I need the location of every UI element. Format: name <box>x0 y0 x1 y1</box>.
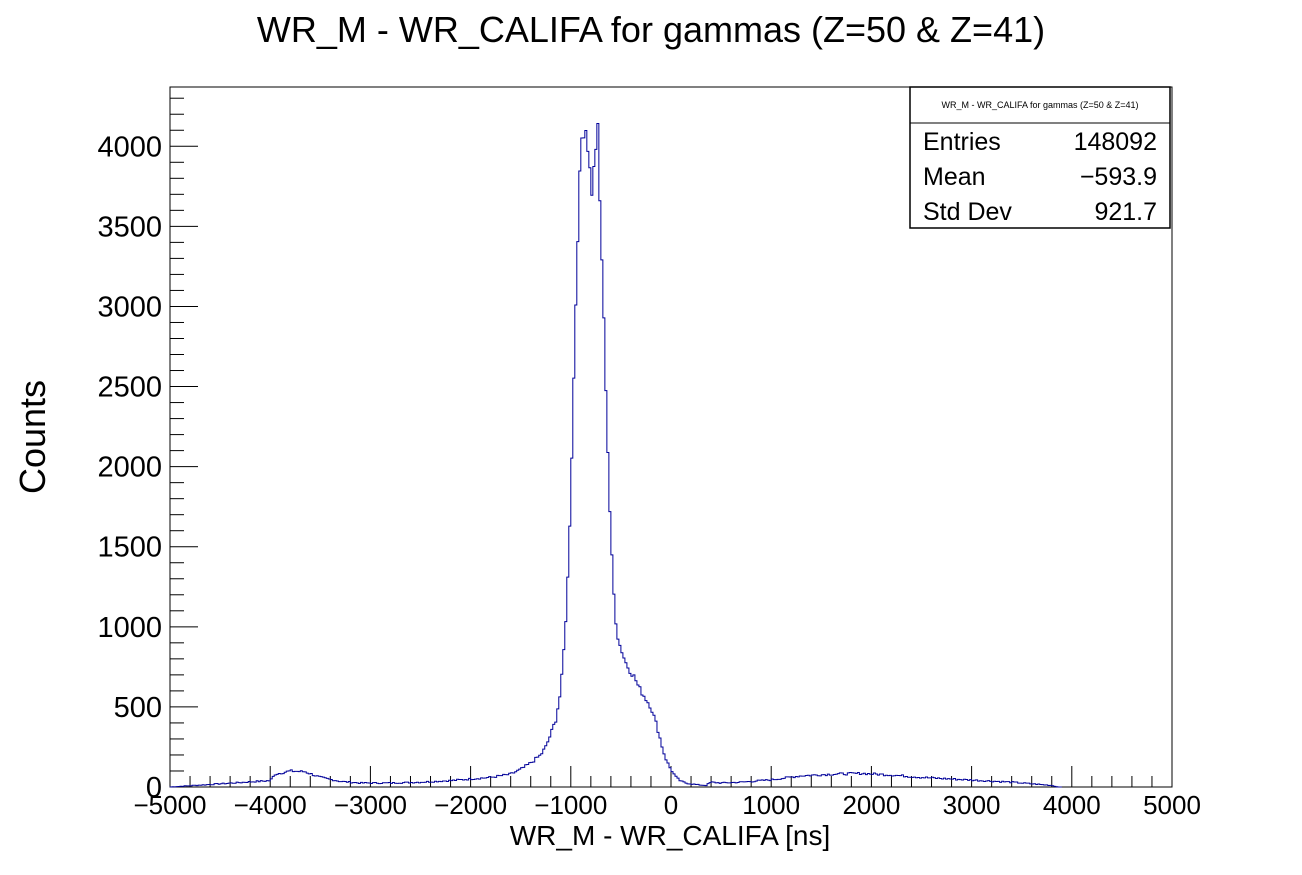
y-tick-label: 1000 <box>97 612 162 644</box>
x-axis-tick-labels: −5000 −4000 −3000 −2000 −1000 0 1000 2000 3000 40… <box>133 790 1200 820</box>
histogram-series <box>169 123 1062 788</box>
stats-entries-value: 148092 <box>1074 128 1157 156</box>
y-tick-label: 1500 <box>97 532 162 564</box>
y-tick-label: 3500 <box>97 211 162 243</box>
y-tick-label: 2000 <box>97 452 162 484</box>
y-tick-label: 3000 <box>97 291 162 323</box>
y-tick-label: 4000 <box>97 131 162 163</box>
x-axis-title: WR_M - WR_CALIFA [ns] <box>510 820 831 851</box>
x-tick-label: −5000 <box>133 790 206 820</box>
x-tick-label: 5000 <box>1143 790 1201 820</box>
chart-title: WR_M - WR_CALIFA for gammas (Z=50 & Z=41… <box>257 9 1045 50</box>
y-axis-tick-labels: 0 500 1000 1500 2000 2500 3000 3500 4000 <box>97 131 162 804</box>
stats-box-frame <box>909 86 1171 229</box>
x-tick-label: −4000 <box>234 790 307 820</box>
stats-entries-label: Entries <box>923 128 1001 156</box>
stats-stddev-value: 921.7 <box>1094 198 1157 226</box>
x-tick-label: 3000 <box>943 790 1001 820</box>
stats-mean-label: Mean <box>923 163 986 191</box>
x-tick-label: −3000 <box>334 790 407 820</box>
x-tick-label: −1000 <box>534 790 607 820</box>
x-tick-label: 2000 <box>842 790 900 820</box>
x-tick-label: 4000 <box>1043 790 1101 820</box>
stats-box-title: WR_M - WR_CALIFA for gammas (Z=50 & Z=41… <box>941 100 1138 110</box>
x-tick-label: 1000 <box>742 790 800 820</box>
y-axis-ticks <box>170 97 198 788</box>
stats-mean-value: −593.9 <box>1080 163 1157 191</box>
x-tick-label: −2000 <box>434 790 507 820</box>
x-tick-label: 0 <box>664 790 678 820</box>
y-tick-label: 0 <box>146 772 162 804</box>
stats-stddev-label: Std Dev <box>923 198 1012 226</box>
y-tick-label: 2500 <box>97 372 162 404</box>
y-axis-title: Counts <box>12 380 53 494</box>
stats-box: WR_M - WR_CALIFA for gammas (Z=50 & Z=41… <box>909 86 1171 229</box>
y-tick-label: 500 <box>114 692 162 724</box>
